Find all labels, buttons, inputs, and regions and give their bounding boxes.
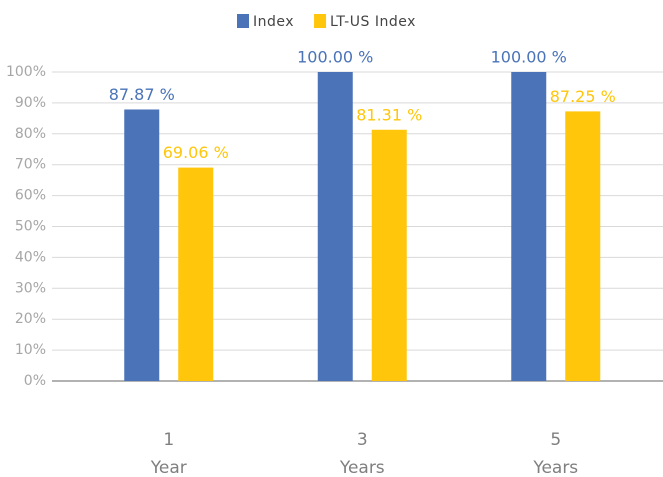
legend-label: LT-US Index: [330, 14, 416, 30]
y-tick-label: 90%: [15, 95, 46, 111]
x-tick-label: 1 Year: [150, 430, 187, 477]
value-label: 87.25 %: [550, 87, 616, 106]
y-tick-label: 20%: [15, 311, 46, 327]
legend: Index LT-US Index: [237, 14, 416, 30]
bar: [511, 72, 547, 381]
bar: [371, 129, 407, 381]
value-label: 100.00 %: [297, 48, 373, 67]
bar: [124, 109, 160, 382]
legend-swatch: [314, 14, 327, 28]
value-label: 81.31 %: [356, 105, 422, 124]
y-tick-label: 30%: [15, 280, 46, 296]
y-tick-label: 50%: [15, 219, 46, 235]
y-tick-label: 100%: [6, 64, 46, 80]
bar: [317, 72, 353, 381]
y-tick-label: 40%: [15, 249, 46, 265]
y-tick-label: 60%: [15, 188, 46, 204]
legend-swatch: [237, 14, 249, 28]
y-tick-label: 10%: [15, 342, 46, 358]
bar: [178, 167, 214, 381]
value-label: 100.00 %: [491, 48, 567, 67]
legend-label: Index: [253, 14, 294, 30]
x-tick-label: 3 Years: [339, 430, 385, 477]
y-tick-label: 0%: [24, 373, 46, 389]
value-label: 69.06 %: [163, 143, 229, 162]
y-tick-label: 80%: [15, 126, 46, 142]
x-tick-label: 5 Years: [532, 430, 578, 477]
y-tick-label: 70%: [15, 157, 46, 173]
bar: [565, 111, 601, 382]
value-label: 87.87 %: [109, 85, 175, 104]
